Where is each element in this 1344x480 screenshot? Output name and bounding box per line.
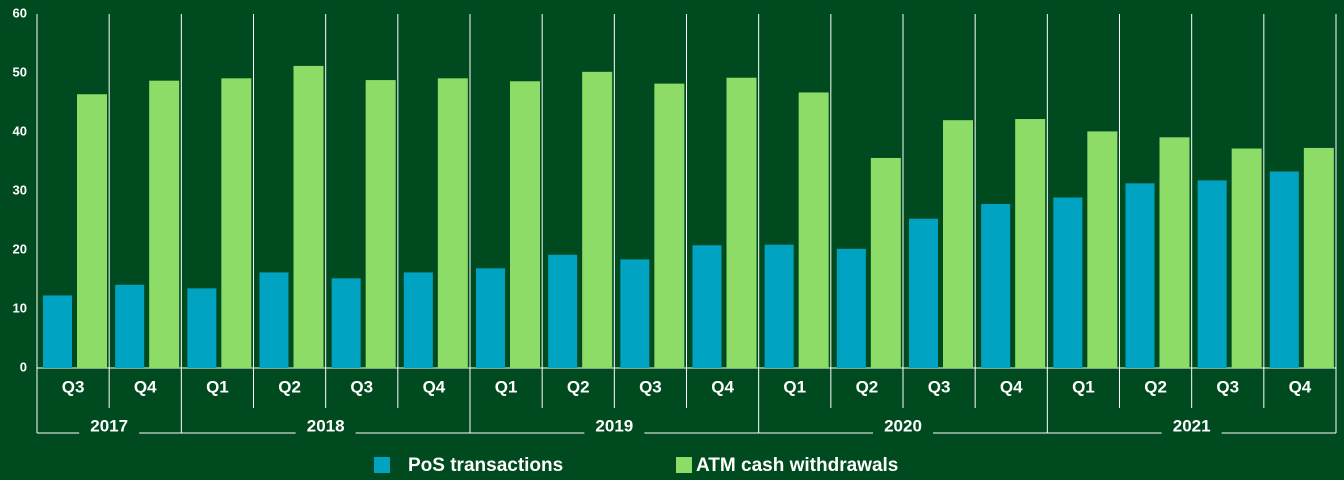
legend-label: ATM cash withdrawals [696, 455, 898, 476]
bar [836, 248, 866, 368]
bar [187, 288, 217, 368]
y-tick-label: 50 [13, 64, 27, 79]
x-tick-label: Q4 [134, 377, 157, 396]
x-tick-label: Q2 [1144, 377, 1167, 396]
y-tick-label: 30 [13, 182, 27, 197]
x-tick-label: Q1 [206, 377, 229, 396]
group-label: 2020 [884, 416, 922, 435]
x-tick-label: Q2 [278, 377, 301, 396]
bar [331, 278, 361, 368]
bar [620, 259, 650, 368]
bar [692, 245, 722, 368]
x-tick-label: Q4 [1289, 377, 1312, 396]
x-tick-label: Q1 [1072, 377, 1095, 396]
group-label-bg [873, 420, 933, 440]
group-label-bg [295, 420, 356, 440]
bar [43, 295, 72, 368]
x-tick-label: Q3 [1216, 377, 1239, 396]
x-tick-label: Q3 [928, 377, 951, 396]
y-tick-label: 0 [20, 359, 27, 374]
bar [1053, 197, 1083, 368]
bar [1197, 180, 1227, 368]
bar [726, 77, 757, 368]
bar [981, 203, 1011, 368]
bar [437, 78, 468, 368]
bar [149, 80, 180, 369]
group-label: 2019 [595, 416, 633, 435]
x-tick-label: Q2 [856, 377, 879, 396]
x-tick-label: Q3 [62, 377, 85, 396]
bar [798, 92, 829, 368]
x-tick-label: Q4 [423, 377, 446, 396]
group-label: 2021 [1173, 416, 1211, 435]
x-tick-label: Q3 [639, 377, 662, 396]
bar [1303, 147, 1334, 368]
y-tick-label: 60 [13, 5, 27, 20]
legend-swatch [374, 457, 390, 473]
bar [764, 244, 794, 368]
group-label: 2017 [90, 416, 128, 435]
bar [1125, 183, 1155, 368]
bar [943, 120, 973, 368]
x-tick-label: Q2 [567, 377, 590, 396]
group-label-bg [1161, 420, 1222, 440]
bar [1231, 148, 1262, 368]
bar [259, 272, 289, 368]
x-tick-label: Q3 [350, 377, 373, 396]
y-tick-label: 20 [13, 241, 27, 256]
group-label-bg [79, 420, 140, 440]
x-tick-label: Q4 [711, 377, 734, 396]
x-tick-label: Q4 [1000, 377, 1023, 396]
bar [1087, 131, 1118, 368]
bar [365, 80, 396, 368]
group-label-bg [584, 420, 645, 440]
bar [1269, 171, 1299, 368]
bar [870, 157, 901, 368]
bar [909, 218, 938, 368]
bar [221, 78, 252, 368]
bar [115, 284, 145, 368]
legend-swatch [676, 457, 692, 473]
bar [582, 71, 613, 368]
legend-label: PoS transactions [408, 455, 563, 476]
x-tick-label: Q1 [783, 377, 806, 396]
y-tick-label: 40 [13, 123, 27, 138]
bar [77, 94, 107, 369]
bar [403, 272, 433, 368]
y-tick-label: 10 [13, 300, 27, 315]
bar [654, 83, 685, 369]
bar [548, 254, 578, 368]
group-label: 2018 [307, 416, 345, 435]
x-tick-label: Q1 [495, 377, 518, 396]
bar [293, 65, 324, 369]
bar [510, 81, 540, 368]
bar [476, 268, 505, 368]
bar [1159, 137, 1190, 368]
bar [1015, 119, 1046, 369]
